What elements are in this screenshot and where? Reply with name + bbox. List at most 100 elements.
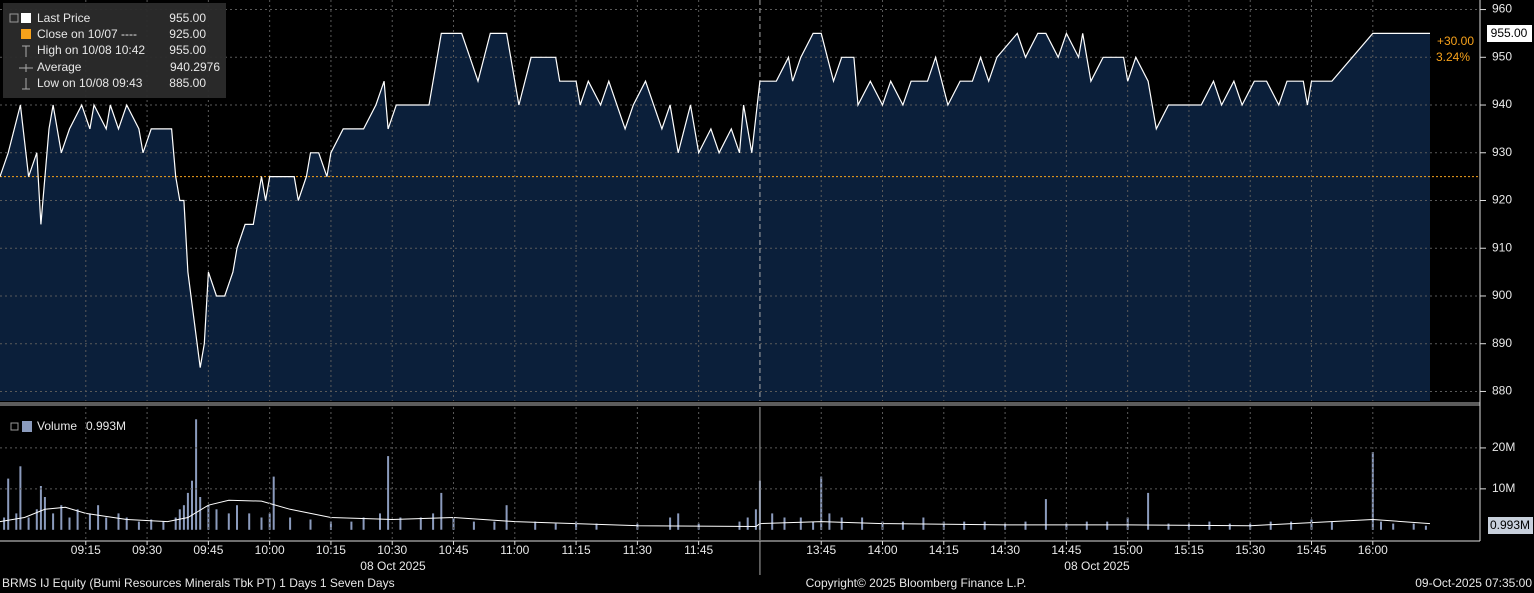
volume-bar [362,517,365,530]
x-date-label: 08 Oct 2025 [360,559,426,573]
legend-icon [22,78,30,90]
volume-bar [7,478,10,530]
legend-label: Low on 10/08 09:43 [37,76,143,90]
volume-bar [387,456,390,530]
y-tick-label: 900 [1492,288,1512,302]
volume-bar [289,517,292,530]
collapse-icon [9,13,19,23]
legend-icon [22,45,30,57]
footer-right: 09-Oct-2025 07:35:00 [1415,576,1532,590]
volume-bar [1085,521,1088,530]
price-tag-label: 955.00 [1491,26,1528,40]
volume-bar [1024,521,1027,530]
volume-bar [575,521,578,530]
volume-bar [1380,521,1382,530]
x-tick-label: 09:45 [193,543,223,557]
volume-bar [595,523,598,530]
y-tick-label: 910 [1492,240,1512,254]
volume-bar [379,513,381,530]
volume-bar [260,517,263,530]
volume-bar [1106,521,1109,530]
price-tag-box [1487,25,1532,42]
volume-tag-label: 0.993M [1490,518,1530,532]
volume-bar [983,521,986,530]
volume-bar [1371,452,1374,530]
legend-icon [19,64,33,72]
volume-bar [1044,499,1047,530]
volume-bar [227,513,230,530]
x-tick-label: 10:45 [438,543,468,557]
x-tick-label: 14:15 [929,543,959,557]
volume-bar [1065,523,1068,530]
volume-bar [329,521,332,530]
x-tick-label: 14:30 [990,543,1020,557]
volume-bar [840,517,843,530]
volume-bar [399,517,402,530]
legend-label: Last Price [37,11,91,25]
y-tick-label: 960 [1492,2,1512,16]
volume-bar [677,513,680,530]
x-tick-label: 15:30 [1235,543,1265,557]
legend-label: High on 10/08 10:42 [37,43,145,57]
volume-bar [15,513,18,530]
volume-legend: Volume 0.993M [10,419,126,433]
x-date-label: 08 Oct 2025 [1064,559,1130,573]
legend-box [3,3,226,98]
x-tick-label: 10:15 [316,543,346,557]
price-tag: 955.00 +30.00 3.24% [1431,25,1532,66]
volume-bar [27,517,30,530]
volume-bar [1330,521,1333,530]
x-tick-label: 13:45 [806,543,836,557]
volume-bar [39,486,42,530]
volume-bar [771,513,774,530]
volume-bar [1228,523,1231,530]
y-tick-label: 940 [1492,97,1512,111]
legend-swatch [21,13,31,23]
volume-bar [1392,523,1395,530]
x-tick-label: 11:00 [500,543,529,557]
volume-bar [1424,525,1427,530]
x-tick-label: 14:45 [1051,543,1081,557]
y-tick-label: 930 [1492,145,1512,159]
volume-bar [236,505,238,530]
y-tick-label: 950 [1492,49,1512,63]
change-box [1431,34,1479,66]
legend-value: 955.00 [169,11,206,25]
volume-bar [186,492,189,530]
legend-label: Average [37,60,82,74]
volume-bar [1290,521,1293,530]
legend-swatch [21,29,31,39]
legend-swatch [22,421,32,432]
x-tick-label: 15:00 [1113,543,1143,557]
volume-bar [43,497,46,530]
y-tick-label: 920 [1492,193,1512,207]
volume-bar [1187,523,1190,530]
footer-center: Copyright© 2025 Bloomberg Finance L.P. [806,576,1027,590]
volume-bar [432,513,435,530]
x-tick-label: 09:30 [132,543,162,557]
volume-bar [493,521,496,530]
volume-bar [309,519,312,530]
volume-bar [636,523,639,530]
volume-bar [125,517,128,530]
volume-bar [68,517,71,530]
volume-bar [162,521,165,530]
volume-tag-box [1488,517,1533,534]
volume-bar [783,517,786,530]
volume-bar [195,419,198,530]
volume-tag: 0.993M [1488,517,1533,534]
y-tick-label: 880 [1492,384,1512,398]
volume-bar [901,521,904,530]
volume-bar [861,517,864,530]
legend-value: 925.00 [169,27,206,41]
volume-bar [669,517,672,530]
volume-bar [963,521,966,530]
panel-separator [0,402,1480,406]
volume-bar [554,523,557,530]
y-tick-label: 20M [1492,440,1515,454]
y-tick-label: 890 [1492,336,1512,350]
footer-left: BRMS IJ Equity (Bumi Resources Minerals … [2,576,395,590]
volume-bar [182,505,185,530]
volume-bar [799,517,802,530]
